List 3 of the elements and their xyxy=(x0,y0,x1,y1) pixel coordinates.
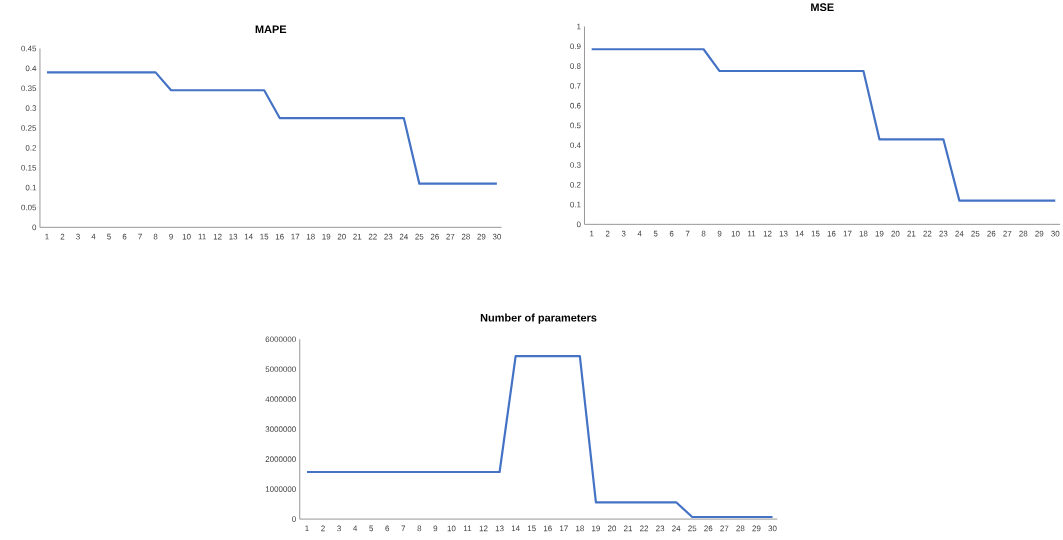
chart-title: MAPE xyxy=(255,25,287,34)
chart-title: Number of parameters xyxy=(480,313,597,324)
chart-title: MSE xyxy=(811,3,834,12)
